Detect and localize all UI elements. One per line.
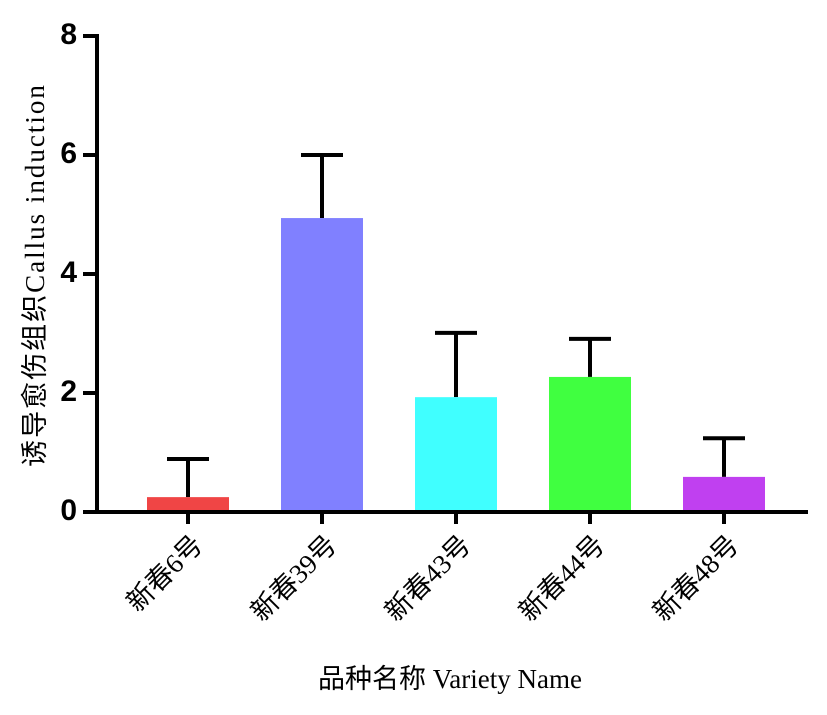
y-tick-label: 4 (60, 256, 77, 289)
x-axis-label: 品种名称 Variety Name (318, 664, 582, 694)
bar (683, 476, 765, 512)
x-tick-label: 新春44号 (513, 529, 611, 627)
bar (549, 376, 631, 512)
x-tick-label: 新春43号 (379, 529, 477, 627)
x-tick-label: 新春39号 (245, 529, 343, 627)
y-tick-label: 6 (60, 137, 77, 170)
bar (415, 397, 497, 512)
bar (147, 497, 229, 512)
y-tick-label: 0 (60, 494, 77, 527)
x-tick-label: 新春6号 (121, 529, 209, 617)
bar (281, 218, 363, 512)
y-axis-label: 诱导愈伤组织Callus induction (20, 83, 50, 467)
x-tick-label: 新春48号 (647, 529, 745, 627)
y-tick-label: 8 (60, 18, 77, 51)
y-tick-label: 2 (60, 375, 77, 408)
